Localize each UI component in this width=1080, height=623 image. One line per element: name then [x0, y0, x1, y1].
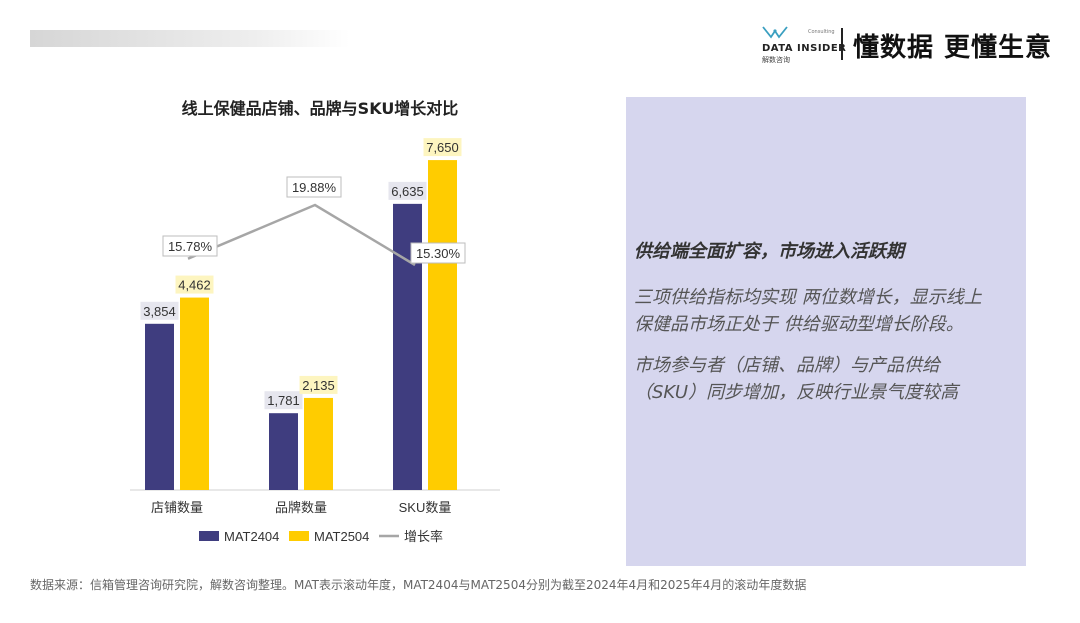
data-label-mat2404-2: 6,635: [391, 184, 424, 199]
growth-label-2: 15.30%: [416, 246, 461, 261]
x-tick-label-1: 品牌数量: [275, 500, 327, 515]
growth-label-box: [286, 176, 342, 198]
x-tick-label-0: 店铺数量: [151, 500, 203, 515]
growth-rate-line: [187, 203, 416, 267]
summary-panel: 供给端全面扩容，市场进入活跃期 三项供给指标均实现 两位数增长，显示线上 保健品…: [626, 97, 1026, 566]
logo-icon: [762, 26, 788, 39]
data-label-mat2404-1: 1,781: [267, 393, 300, 408]
panel-line-3: 市场参与者（店铺、品牌）与产品供给: [634, 355, 940, 376]
brand-subtitle: 解数咨询: [762, 56, 790, 64]
x-tick-label-2: SKU数量: [399, 500, 452, 515]
legend-swatch-mat2504: [289, 531, 309, 541]
brand-consulting: Consulting: [808, 29, 835, 35]
data-label-bg: [299, 375, 338, 394]
legend-swatch-mat2404: [199, 531, 219, 541]
panel-line-2: 保健品市场正处于 供给驱动型增长阶段。: [634, 314, 964, 335]
data-label-bg: [264, 391, 303, 410]
brand-name: DATA INSIDER: [762, 43, 847, 54]
slogan: 懂数据 更懂生意: [853, 33, 1053, 63]
panel-line-1: 三项供给指标均实现 两位数增长，显示线上: [634, 287, 982, 308]
data-label-bg: [140, 301, 179, 320]
legend-label-mat2404: MAT2404: [224, 529, 279, 544]
brand-logo: Consulting DATA INSIDER 解数咨询: [762, 25, 846, 65]
data-label-mat2504-2: 7,650: [426, 140, 459, 155]
data-label-mat2404-0: 3,854: [143, 304, 176, 319]
chart-title: 线上保健品店铺、品牌与SKU增长对比: [181, 99, 459, 118]
growth-label-box: [162, 235, 218, 257]
bar-mat2404-1: [269, 413, 298, 490]
header-divider: [841, 28, 843, 60]
data-label-mat2504-0: 4,462: [178, 278, 211, 293]
bar-mat2504-2: [428, 160, 457, 490]
bar-mat2404-0: [145, 323, 174, 490]
data-label-bg: [423, 138, 462, 157]
bar-chart: 3,854 1,781 6,635 4,462 2,135 7,650 15.78% 19.8…: [130, 138, 500, 544]
data-label-bg: [175, 275, 214, 294]
bar-mat2504-0: [180, 297, 209, 490]
growth-label-0: 15.78%: [168, 239, 213, 254]
legend-label-growth: 增长率: [404, 529, 443, 544]
header-gradient-bar: [30, 30, 350, 47]
legend-label-mat2504: MAT2504: [314, 529, 369, 544]
bar-mat2504-1: [304, 397, 333, 490]
panel-heading: 供给端全面扩容，市场进入活跃期: [634, 241, 904, 262]
panel-line-4: （SKU）同步增加，反映行业景气度较高: [634, 382, 959, 403]
growth-label-1: 19.88%: [292, 180, 337, 195]
data-label-bg: [388, 181, 427, 200]
data-label-mat2504-1: 2,135: [302, 378, 335, 393]
data-source-note: 数据来源：信箱管理咨询研究院，解数咨询整理。MAT表示滚动年度，MAT2404与…: [30, 578, 807, 592]
growth-label-box: [410, 242, 466, 264]
